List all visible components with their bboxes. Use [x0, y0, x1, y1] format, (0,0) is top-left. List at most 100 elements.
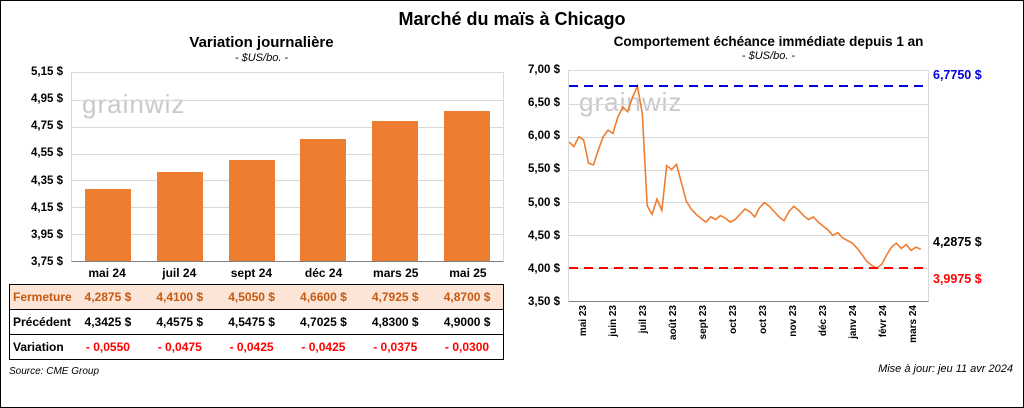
x-tick-label: mars 25	[373, 266, 419, 280]
daily-variation-panel: Variation journalière - $US/bo. - 3,75 $…	[9, 30, 514, 377]
x-tick-slot: nov 23	[779, 305, 809, 361]
update-note: Mise à jour: jeu 11 avr 2024	[878, 363, 1013, 375]
x-tick-label: janv 24	[848, 305, 860, 339]
y-tick-label: 5,15 $	[31, 66, 63, 78]
x-tick-slot: févr 24	[869, 305, 899, 361]
bar-slot	[216, 73, 288, 261]
value-cell: - 0,0425	[229, 340, 274, 354]
gridline	[72, 153, 503, 155]
price-line-chart	[569, 71, 928, 301]
value-cell: - 0,0475	[157, 340, 202, 354]
y-tick-label: 3,50 $	[528, 296, 560, 308]
bar-sept 24	[228, 159, 275, 261]
x-tick-label: sept 23	[697, 305, 709, 340]
y-tick-label: 4,75 $	[31, 120, 63, 133]
gridline	[569, 169, 928, 171]
price-table: Fermeture 4,2875 $ 4,4100 $ 4,5050 $ 4,6600 …	[9, 284, 504, 360]
line-chart-x-axis: mai 23 juin 23 juil 23 août 23 sept 23 oct 23…	[568, 305, 929, 361]
value-cell: 4,4100 $	[156, 290, 204, 304]
gridline	[72, 126, 503, 128]
gridline	[569, 235, 928, 237]
gridline	[72, 99, 503, 101]
gridline	[72, 207, 503, 209]
line-chart-title: Comportement échéance immédiate depuis 1…	[613, 34, 924, 49]
grainwiz-watermark: grainwiz	[82, 89, 186, 119]
value-cell: 4,7925 $	[371, 290, 419, 304]
y-tick-label: 5,00 $	[528, 196, 560, 209]
value-cell: - 0,0550	[85, 340, 130, 354]
x-tick-label: juil 23	[637, 305, 649, 334]
y-tick-label: 4,35 $	[31, 174, 63, 187]
y-tick-label: 7,00 $	[528, 64, 560, 76]
value-cell: - 0,0425	[301, 340, 346, 354]
bar-slot	[72, 73, 144, 261]
x-tick-label: oct 23	[727, 305, 739, 334]
bar-slot	[431, 73, 503, 261]
x-tick-label: mai 23	[577, 305, 589, 337]
x-tick-label: juil 24	[162, 266, 197, 280]
value-cell: - 0,0375	[373, 340, 418, 354]
x-tick-slot: sept 23	[688, 305, 718, 361]
line-chart-subtitle: - $US/bo. -	[741, 50, 796, 62]
bar-juil 24	[156, 172, 203, 261]
value-cell: 4,4575 $	[156, 315, 204, 329]
value-cell: 4,7025 $	[300, 315, 347, 329]
value-cell: 4,2875 $	[84, 290, 132, 304]
bar-mars 25	[372, 121, 419, 261]
bar-chart-subtitle: - $US/bo. -	[234, 52, 289, 64]
bar-mai 24	[84, 188, 131, 261]
bar-mai 25	[444, 110, 491, 261]
columns: Variation journalière - $US/bo. - 3,75 $…	[1, 30, 1023, 377]
bar-chart-x-axis: mai 24 juil 24 sept 24 déc 24 mars 25 mai 25	[9, 264, 504, 284]
x-tick-slot: oct 23	[718, 305, 748, 361]
low-threshold-line	[569, 267, 928, 270]
value-cell: 4,5475 $	[228, 315, 275, 329]
x-tick-slot: août 23	[658, 305, 688, 361]
line-chart-y-axis: 3,50 $ 4,00 $ 4,50 $ 5,00 $ 5,50 $ 6,00 $ 6,50…	[522, 64, 568, 308]
high-value-label: 6,7750 $	[933, 67, 982, 82]
x-tick-label: déc 24	[304, 266, 343, 280]
gridline	[569, 103, 928, 105]
y-tick-label: 6,00 $	[528, 130, 560, 143]
x-tick-slot: juin 23	[598, 305, 628, 361]
gridline	[569, 136, 928, 138]
bar-chart-title: Variation journalière	[189, 34, 334, 51]
row-label: Fermeture	[13, 290, 72, 304]
value-cell: 4,8700 $	[443, 290, 491, 304]
immediate-maturity-panel: Comportement échéance immédiate depuis 1…	[514, 30, 1015, 377]
y-tick-label: 4,50 $	[528, 229, 560, 242]
y-tick-label: 4,00 $	[528, 262, 560, 275]
y-tick-label: 4,55 $	[31, 147, 63, 160]
x-tick-label: nov 23	[788, 305, 800, 337]
bar-déc 24	[300, 138, 347, 261]
bar-slot	[144, 73, 216, 261]
row-label: Précédent	[13, 315, 72, 329]
x-tick-slot: mars 24	[899, 305, 929, 361]
value-cell: 4,5050 $	[228, 290, 275, 304]
gridline	[72, 234, 503, 236]
x-tick-label: mai 24	[88, 266, 126, 280]
value-cell: 4,8300 $	[371, 315, 419, 329]
gridline	[569, 202, 928, 204]
y-tick-label: 5,50 $	[528, 163, 560, 176]
y-tick-label: 6,50 $	[528, 97, 560, 110]
y-tick-label: 3,95 $	[31, 228, 63, 241]
spacer	[522, 302, 568, 361]
x-tick-label: déc 23	[818, 305, 830, 337]
price-line	[569, 86, 921, 268]
x-tick-label: août 23	[667, 305, 679, 341]
x-tick-slot: mai 23	[568, 305, 598, 361]
value-cell: 4,3425 $	[84, 315, 132, 329]
x-tick-slot: oct 23	[749, 305, 779, 361]
bar-chart-area: 3,75 $ 3,95 $ 4,15 $ 4,35 $ 4,55 $ 4,75 $ 4,95…	[9, 66, 504, 268]
page-title: Marché du maïs à Chicago	[398, 9, 626, 29]
source-note: Source: CME Group	[9, 366, 100, 377]
bar-chart-plot: grainwiz	[71, 72, 504, 262]
bar-slot	[359, 73, 431, 261]
x-tick-label: mai 25	[449, 266, 487, 280]
x-tick-label: sept 24	[230, 266, 273, 280]
x-tick-label: juin 23	[607, 305, 619, 337]
bar-slot	[288, 73, 360, 261]
value-cell: 4,6600 $	[300, 290, 347, 304]
